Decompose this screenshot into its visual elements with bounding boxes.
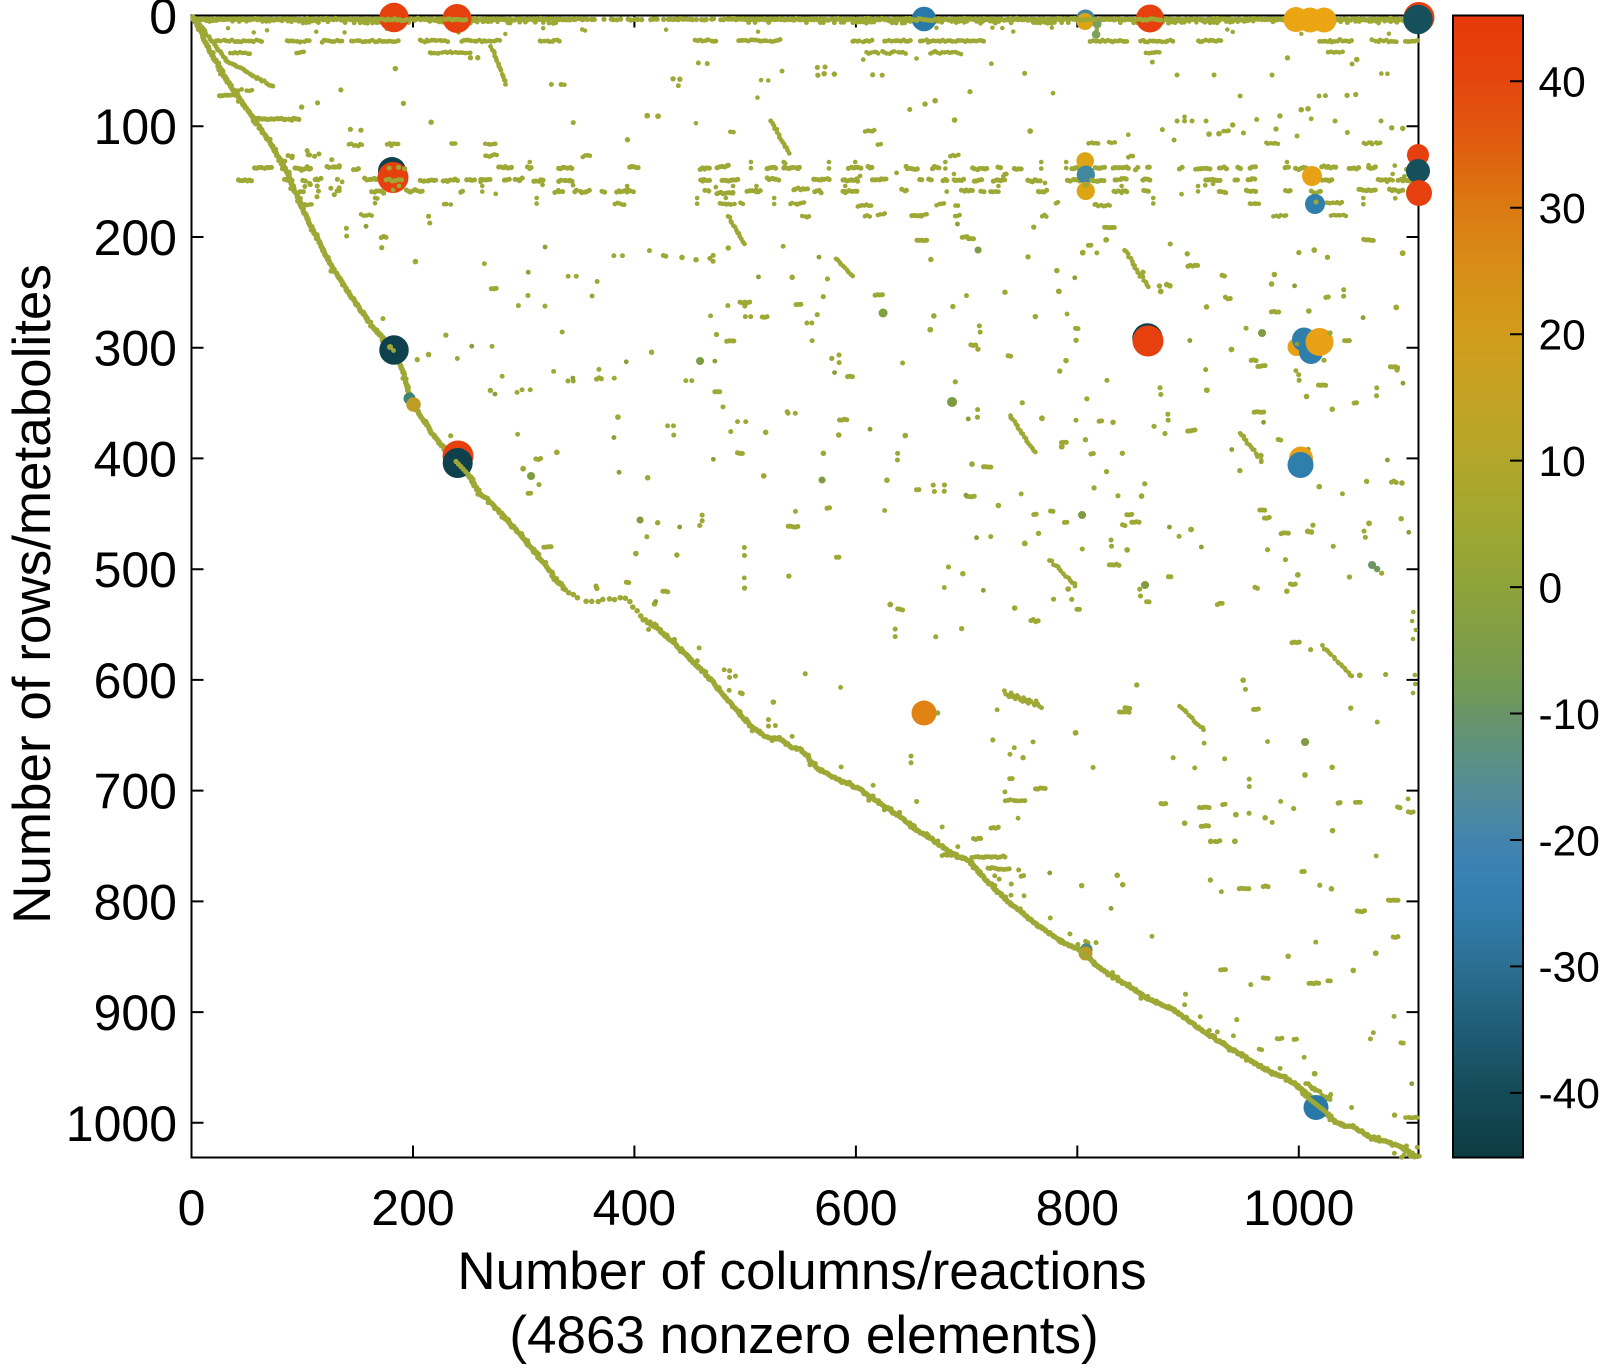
svg-text:300: 300 [94, 321, 177, 377]
svg-text:800: 800 [1036, 1180, 1119, 1236]
svg-text:800: 800 [94, 874, 177, 930]
svg-text:600: 600 [814, 1180, 897, 1236]
svg-text:600: 600 [94, 653, 177, 709]
svg-text:Number of rows/metabolites: Number of rows/metabolites [3, 264, 62, 924]
svg-text:200: 200 [94, 210, 177, 266]
svg-text:400: 400 [593, 1180, 676, 1236]
svg-text:1000: 1000 [1243, 1180, 1354, 1236]
svg-text:200: 200 [371, 1180, 454, 1236]
svg-text:-10: -10 [1539, 692, 1600, 739]
svg-text:500: 500 [94, 542, 177, 598]
svg-text:(4863 nonzero elements): (4863 nonzero elements) [509, 1306, 1098, 1365]
svg-text:-30: -30 [1539, 945, 1600, 992]
svg-text:-20: -20 [1539, 818, 1600, 865]
svg-text:-40: -40 [1539, 1071, 1600, 1118]
svg-text:0: 0 [1539, 565, 1563, 612]
svg-text:900: 900 [94, 985, 177, 1041]
svg-text:10: 10 [1539, 439, 1586, 486]
svg-text:400: 400 [94, 431, 177, 487]
svg-text:0: 0 [178, 1180, 206, 1236]
svg-text:100: 100 [94, 99, 177, 155]
svg-text:0: 0 [149, 0, 177, 45]
svg-text:20: 20 [1539, 313, 1586, 360]
svg-text:Number of columns/reactions: Number of columns/reactions [457, 1242, 1146, 1301]
svg-text:700: 700 [94, 764, 177, 820]
svg-text:1000: 1000 [66, 1096, 177, 1152]
svg-text:30: 30 [1539, 186, 1586, 233]
svg-text:40: 40 [1539, 60, 1586, 107]
